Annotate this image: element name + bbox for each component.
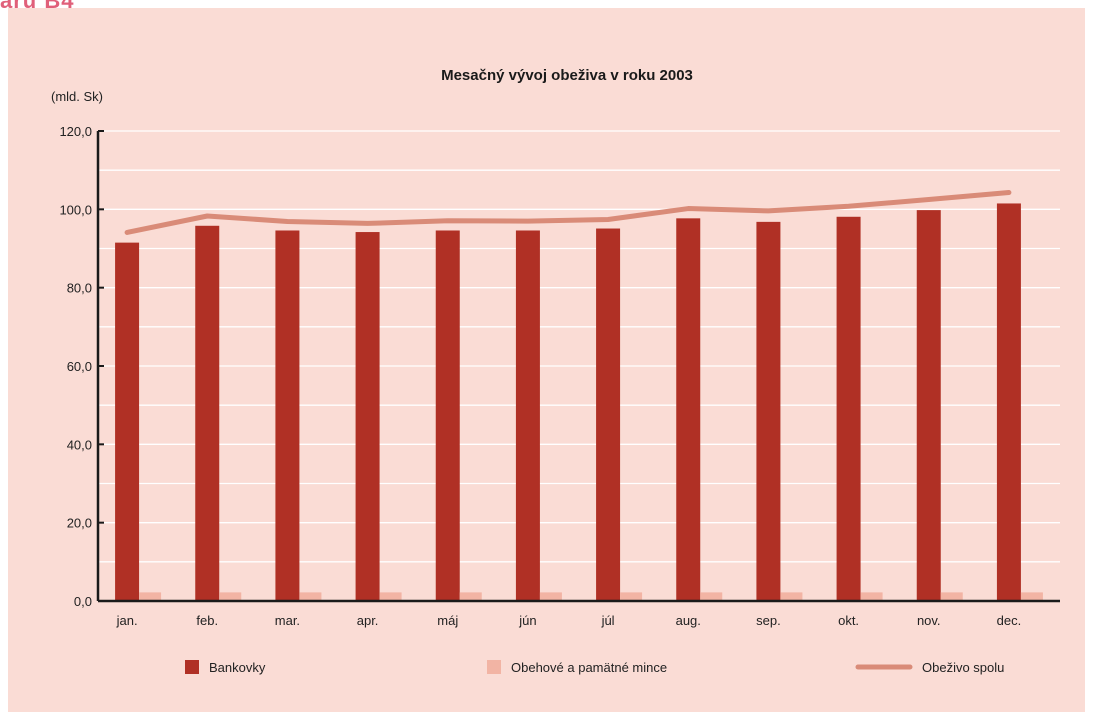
bar-mince-feb.	[219, 592, 242, 601]
chart-panel: Mesačný vývoj obeživa v roku 2003 (mld. …	[8, 8, 1085, 712]
bar-bankovky-aug.	[676, 218, 701, 601]
legend-swatch-mince	[487, 660, 501, 674]
bar-bankovky-okt.	[836, 216, 861, 601]
x-tick-label: nov.	[917, 613, 941, 628]
legend-swatch-bankovky	[185, 660, 199, 674]
bar-mince-dec.	[1020, 592, 1043, 601]
bar-mince-júl	[620, 592, 643, 601]
bar-bankovky-nov.	[916, 210, 941, 601]
bar-bankovky-apr.	[355, 232, 380, 602]
chart-title: Mesačný vývoj obeživa v roku 2003	[441, 67, 693, 84]
y-tick-label: 120,0	[59, 124, 92, 139]
x-tick-label: dec.	[997, 613, 1022, 628]
legend: Bankovky Obehové a pamätné mince Obeživo s…	[185, 660, 1004, 675]
y-tick-label: 80,0	[67, 281, 92, 296]
x-tick-label: okt.	[838, 613, 859, 628]
x-tick-label: máj	[437, 613, 458, 628]
bar-mince-sep.	[780, 592, 803, 601]
bar-mince-nov.	[940, 592, 963, 601]
bar-bankovky-júl	[596, 228, 621, 601]
x-tick-label: mar.	[275, 613, 300, 628]
bars	[115, 203, 1043, 602]
x-tick-label: feb.	[196, 613, 218, 628]
legend-label-obezivo-spolu: Obeživo spolu	[922, 660, 1004, 675]
x-tick-label: jún	[518, 613, 536, 628]
bar-bankovky-máj	[435, 230, 460, 601]
total-line-layer	[124, 189, 1012, 235]
bar-mince-apr.	[379, 592, 402, 601]
gridlines	[98, 130, 1060, 563]
x-tick-label: apr.	[357, 613, 379, 628]
bar-bankovky-jan.	[115, 242, 140, 601]
line-obezivo-spolu	[124, 189, 1012, 235]
x-tick-label: aug.	[676, 613, 701, 628]
y-tick-label: 40,0	[67, 437, 92, 452]
bar-bankovky-sep.	[756, 221, 781, 601]
bar-bankovky-dec.	[996, 203, 1021, 602]
bar-mince-aug.	[700, 592, 723, 601]
bar-bankovky-feb.	[195, 225, 220, 602]
y-tick-label: 60,0	[67, 359, 92, 374]
bar-bankovky-mar.	[275, 230, 300, 601]
x-tick-label: jan.	[116, 613, 138, 628]
x-tick-label: sep.	[756, 613, 781, 628]
bar-mince-jan.	[139, 592, 162, 601]
y-unit-label: (mld. Sk)	[51, 89, 103, 104]
chart-svg: Mesačný vývoj obeživa v roku 2003 (mld. …	[51, 67, 1060, 675]
bar-mince-máj	[459, 592, 482, 601]
y-tick-label: 0,0	[74, 594, 92, 609]
y-tick-label: 100,0	[59, 202, 92, 217]
bar-bankovky-jún	[515, 230, 540, 601]
bar-mince-okt.	[860, 592, 883, 601]
x-tick-label: júl	[601, 613, 615, 628]
bar-mince-mar.	[299, 592, 322, 601]
legend-label-mince: Obehové a pamätné mince	[511, 660, 667, 675]
bar-mince-jún	[539, 592, 562, 601]
axis-labels: 0,0 20,0 40,0 60,0 80,0 100,0 120,0 jan. feb. mar…	[59, 124, 1021, 628]
axes	[96, 130, 1060, 603]
legend-label-bankovky: Bankovky	[209, 660, 266, 675]
y-tick-label: 20,0	[67, 516, 92, 531]
